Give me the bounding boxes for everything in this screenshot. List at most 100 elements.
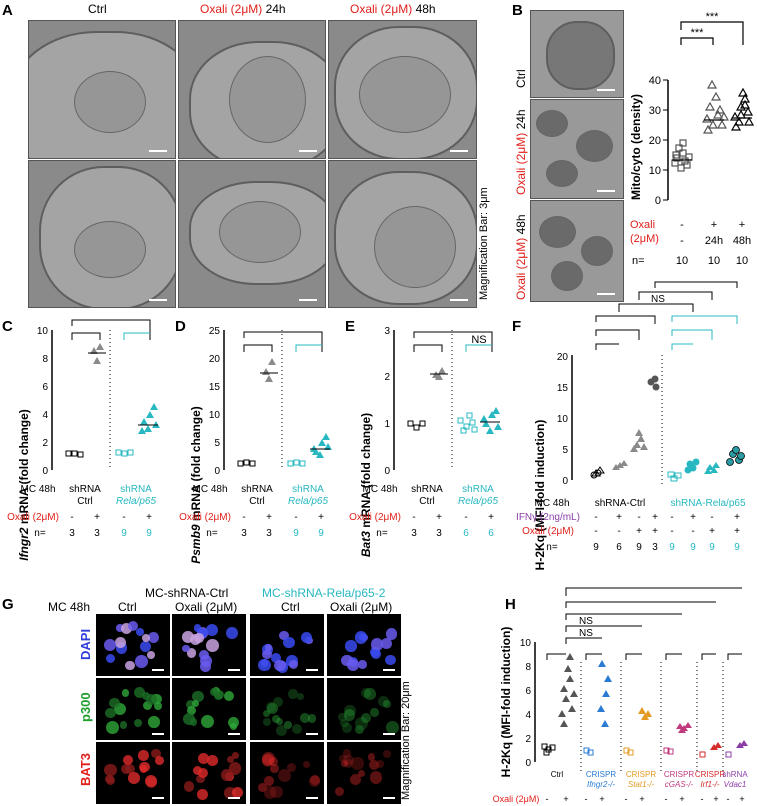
panel-b-row-oxali24: Oxali (2μM) 24h	[514, 109, 528, 195]
panel-f-ns: NS	[651, 294, 665, 305]
panel-c-ytick-0: 0	[42, 466, 48, 477]
panel-e-sign-2: +	[436, 512, 442, 523]
panel-c-shrna-2: shRNA	[120, 484, 152, 495]
panel-f-oxali-sign-2: -	[617, 526, 620, 537]
panel-b-ytick-30: 30	[649, 105, 661, 117]
panel-c-label: C	[2, 318, 13, 335]
panel-h-sign-5: -	[625, 794, 628, 804]
panel-c-n-label: n=	[34, 528, 46, 539]
panel-d-ytick-4: 20	[209, 354, 221, 365]
panel-f-mc: MC 48h	[534, 498, 569, 509]
panel-f-oxali-sign-5: -	[670, 526, 673, 537]
panel-h-sign-6: +	[639, 794, 644, 804]
panel-c-ytick-2: 4	[42, 410, 48, 421]
panel-h-ytick-10: 10	[520, 638, 532, 649]
panel-h-group-2-line1: CRISPR	[586, 770, 616, 779]
panel-c-n-2: 3	[94, 528, 100, 539]
panel-g-grp1: MC-shRNA-Ctrl	[145, 586, 229, 600]
panel-b-n-2: 10	[708, 255, 720, 267]
panel-d-chart: Psmb9 mRNA (fold change) 0 5 10 15 20 25…	[179, 326, 332, 564]
panel-d-sign-2: +	[266, 512, 272, 523]
panel-b-ytick-0: 0	[655, 195, 661, 207]
panel-b-sig-2: ***	[706, 11, 720, 23]
panel-h-group-6-line2: Vdac1	[724, 780, 747, 789]
em-image-oxali48-2	[328, 160, 477, 308]
panel-h-sign-7: -	[665, 794, 668, 804]
panel-e-n-2: 3	[436, 528, 442, 539]
panel-b-ytick-40: 40	[649, 75, 661, 87]
panel-c-mc: MC 48h	[20, 484, 55, 495]
panel-b-time-1: -	[680, 235, 684, 247]
panel-d-n-4: 9	[318, 528, 324, 539]
panel-f-label: F	[512, 318, 522, 335]
panel-g-col-2: Oxali (2μM)	[175, 600, 238, 614]
panel-d-sign-4: +	[318, 512, 324, 523]
confocal-image-bat3-2	[172, 742, 246, 804]
confocal-image-dapi-3	[250, 614, 324, 676]
panel-h-chart: H-2Kq (MFI-fold induction) 0 2 4 6 8 10 …	[493, 587, 748, 804]
panel-a-header-oxali24: Oxali (2μM) 24h	[200, 2, 286, 16]
panel-g-col-1: Ctrl	[118, 600, 137, 614]
panel-f-chart: H-2Kq (MFI-fold induction) 0 5 10 15 20 …	[516, 281, 746, 571]
panel-f-oxali-sign-1: -	[594, 526, 597, 537]
panel-e-ytick-3: 3	[384, 326, 390, 337]
panel-f-n-1: 9	[593, 542, 599, 553]
panel-c-oxali: Oxali (2μM)	[7, 512, 59, 523]
panel-d-n-1: 3	[241, 528, 247, 539]
panel-b-ylabel: Mito/cyto (density)	[629, 94, 643, 200]
em-mito-ctrl	[530, 10, 624, 98]
panel-f-oxali-sign-6: -	[691, 526, 694, 537]
panel-g-scale: Magnification Bar: 20μm	[400, 681, 412, 800]
panel-f-oxali-sign-7: +	[709, 526, 715, 537]
panel-d-label: D	[175, 318, 186, 335]
panel-d-n-3: 9	[293, 528, 299, 539]
panel-b-n-label: n=	[632, 255, 645, 267]
panel-h-group-1-line1: Ctrl	[551, 770, 564, 779]
confocal-image-p300-3	[250, 678, 324, 740]
panel-f-ylabel: H-2Kq (MFI-fold induction)	[533, 420, 547, 571]
panel-h-sign-4: +	[599, 794, 604, 804]
panel-f-ifn-sign-3: -	[637, 512, 640, 523]
panel-f-n-4: 3	[652, 542, 658, 553]
panel-e-sign-1: -	[412, 512, 415, 523]
panel-e-sign-4: +	[488, 512, 494, 523]
panel-c-ytick-4: 8	[42, 354, 48, 365]
panel-b-ytick-10: 10	[649, 165, 661, 177]
panel-f-ifn-sign-1: -	[594, 512, 597, 523]
panel-b-n-3: 10	[736, 255, 748, 267]
em-mito-oxali48	[530, 200, 624, 302]
panel-h-sign-1: -	[546, 794, 549, 804]
panel-f-ytick-0: 0	[562, 476, 568, 487]
panel-a-label: A	[2, 2, 13, 19]
panel-c-ctrl: Ctrl	[77, 496, 93, 507]
panel-h-ytick-4: 4	[525, 710, 531, 721]
em-image-oxali48-1	[328, 20, 477, 159]
panel-f-oxali-sign-4: +	[652, 526, 658, 537]
panel-f-ytick-5: 5	[562, 445, 568, 456]
panel-h-group-6-line1: shRNA	[722, 770, 748, 779]
panel-d-n-2: 3	[266, 528, 272, 539]
confocal-image-bat3-3	[250, 742, 324, 804]
panel-f-ifn-sign-2: +	[616, 512, 622, 523]
panel-c-n-4: 9	[146, 528, 152, 539]
panel-d-ytick-5: 25	[209, 326, 221, 337]
panel-d-mc: MC 48h	[192, 484, 227, 495]
confocal-image-dapi-1	[96, 614, 170, 676]
panel-f-ifn: IFNγ (2ng/mL)	[516, 512, 580, 523]
panel-d-rela: Rela/p65	[288, 496, 328, 507]
panel-e-n-3: 6	[463, 528, 469, 539]
panel-d-sign-3: -	[294, 512, 297, 523]
panel-d-ctrl: Ctrl	[249, 496, 265, 507]
panel-f-oxali-sign-8: +	[734, 526, 740, 537]
panel-d-ytick-2: 10	[209, 410, 221, 421]
panel-b-cond-label: Oxali	[630, 219, 655, 231]
panel-h-ns-1: NS	[579, 628, 593, 639]
panel-f-oxali: Oxali (2μM)	[522, 526, 574, 537]
panel-d-ylabel: Psmb9 mRNA (fold change)	[189, 406, 203, 564]
panel-c-ytick-3: 6	[42, 382, 48, 393]
panel-d-shrna: shRNA	[241, 484, 273, 495]
em-image-oxali24-2	[178, 160, 326, 308]
panel-e-n-label: n=	[376, 528, 388, 539]
panel-h-ns-2: NS	[579, 616, 593, 627]
panel-e-shrna-2: shRNA	[462, 484, 494, 495]
